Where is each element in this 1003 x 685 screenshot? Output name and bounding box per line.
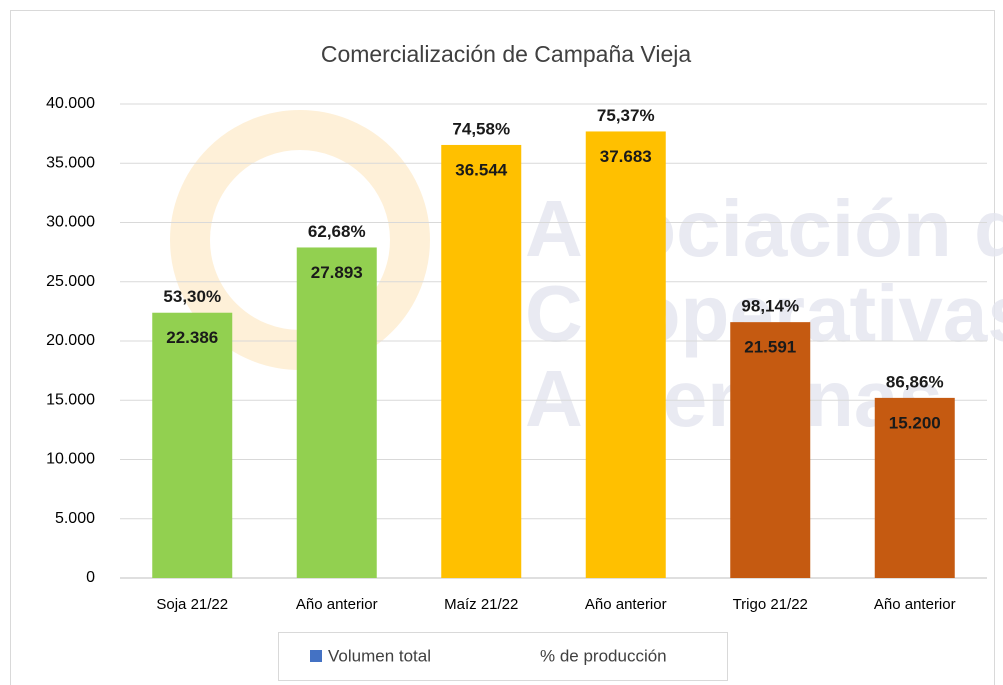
percent-label: 74,58%	[452, 119, 510, 138]
value-label: 27.893	[311, 263, 363, 282]
bar	[296, 247, 377, 578]
bar	[874, 397, 955, 578]
bar	[585, 131, 666, 578]
percent-label: 86,86%	[886, 372, 944, 391]
y-tick-label: 30.000	[46, 214, 95, 231]
legend-marker	[310, 650, 322, 662]
value-label: 36.544	[455, 160, 508, 179]
percent-label: 62,68%	[308, 222, 366, 241]
value-label: 22.386	[166, 328, 218, 347]
value-label: 15.200	[889, 413, 941, 432]
bar	[730, 322, 811, 578]
percent-label: 98,14%	[741, 297, 799, 316]
chart-title: Comercialización de Campaña Vieja	[321, 41, 692, 67]
y-tick-label: 15.000	[46, 391, 95, 408]
value-label: 21.591	[744, 338, 796, 357]
x-tick-label: Trigo 21/22	[733, 596, 808, 613]
x-tick-label: Año anterior	[296, 596, 378, 613]
legend-box	[278, 632, 728, 681]
value-label: 37.683	[600, 147, 652, 166]
y-tick-label: 35.000	[46, 154, 95, 171]
x-tick-label: Maíz 21/22	[444, 596, 518, 613]
x-tick-label: Año anterior	[585, 596, 667, 613]
legend-label: Volumen total	[328, 646, 431, 665]
legend-label: % de producción	[540, 646, 667, 665]
y-tick-label: 5.000	[55, 510, 95, 527]
bar	[441, 144, 522, 578]
percent-label: 53,30%	[163, 287, 221, 306]
y-tick-label: 10.000	[46, 451, 95, 468]
y-tick-label: 25.000	[46, 273, 95, 290]
x-tick-label: Año anterior	[874, 596, 956, 613]
y-tick-label: 0	[86, 569, 95, 586]
y-tick-label: 40.000	[46, 95, 95, 112]
percent-label: 75,37%	[597, 106, 655, 125]
y-tick-label: 20.000	[46, 332, 95, 349]
x-tick-label: Soja 21/22	[156, 596, 228, 613]
bar	[152, 312, 233, 578]
